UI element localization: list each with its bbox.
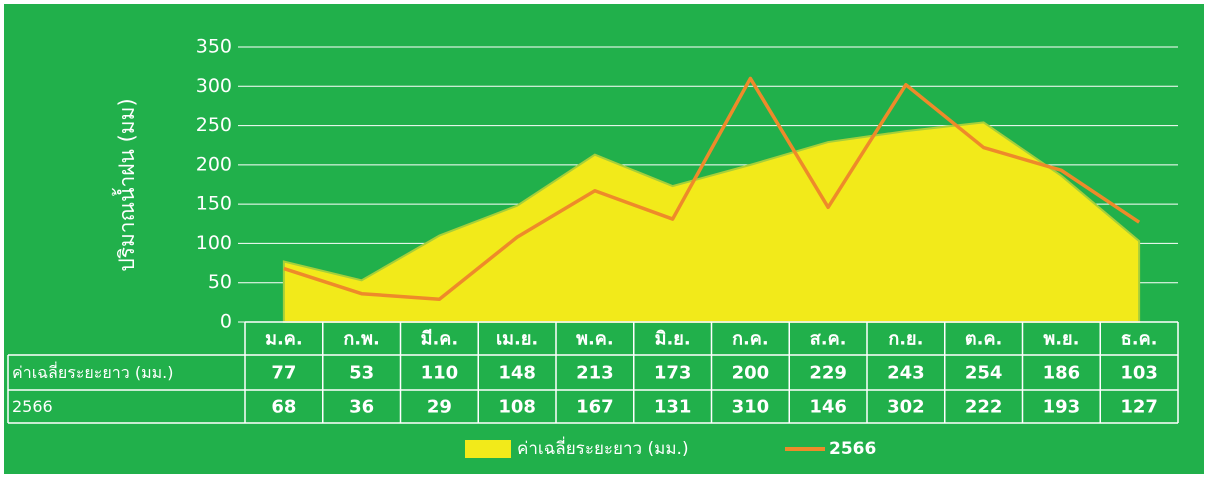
y-tick-label: 250 [196,114,232,136]
y-tick-label: 350 [196,36,232,58]
table-cell: 127 [1120,397,1158,418]
table-cell: 167 [576,397,614,418]
line [283,76,1141,301]
legend-label: ค่าเฉลี่ยระยะยาว (มม.) [517,436,689,459]
x-tick-label: ก.ย. [888,329,923,350]
table-cell: 229 [809,363,847,384]
row-label: ค่าเฉลี่ยระยะยาว (มม.) [12,361,173,382]
table-cell: 173 [654,363,692,384]
y-axis-label: ปริมาณน้ำฝน (มม) [112,98,139,271]
table-cell: 243 [887,363,925,384]
table-cell: 110 [421,363,459,384]
table-cell: 193 [1043,397,1081,418]
x-tick-label: เม.ย. [496,329,538,350]
table-cell: 213 [576,363,614,384]
table-cell: 186 [1043,363,1081,384]
area [282,121,1141,323]
table-cell: 302 [887,397,925,418]
table-cell: 131 [654,397,692,418]
x-tick-label: พ.ย. [1043,329,1079,350]
table-cell: 103 [1120,363,1158,384]
table-cell: 310 [732,397,770,418]
table-cell: 68 [271,397,296,418]
table-cell: 254 [965,363,1003,384]
y-tick-label: 300 [196,75,232,97]
table-cell: 222 [965,397,1003,418]
table-cell: 36 [349,397,374,418]
x-tick-label: ธ.ค. [1121,329,1158,350]
y-tick-label: 0 [220,311,232,333]
y-tick-label: 150 [196,193,232,215]
x-tick-label: มิ.ย. [655,329,691,350]
table-cell: 29 [427,397,452,418]
x-tick-label: พ.ค. [576,329,614,350]
row-label: 2566 [12,397,53,416]
x-tick-label: ต.ค. [965,329,1002,350]
table-cell: 108 [498,397,536,418]
table-cell: 146 [809,397,847,418]
table-cell: 148 [498,363,536,384]
y-tick-label: 50 [208,271,232,293]
x-tick-label: ก.ค. [732,329,769,350]
table-cell: 200 [732,363,770,384]
table-cell: 77 [271,363,296,384]
legend-swatch [465,440,511,458]
legend-label: 2566 [829,439,876,459]
x-tick-label: ม.ค. [265,329,303,350]
y-tick-label: 200 [196,153,232,175]
x-tick-label: ส.ค. [810,329,847,350]
y-tick-label: 100 [196,232,232,254]
table-cell: 53 [349,363,374,384]
x-tick-label: ก.พ. [343,329,379,350]
x-tick-label: มี.ค. [421,329,459,350]
